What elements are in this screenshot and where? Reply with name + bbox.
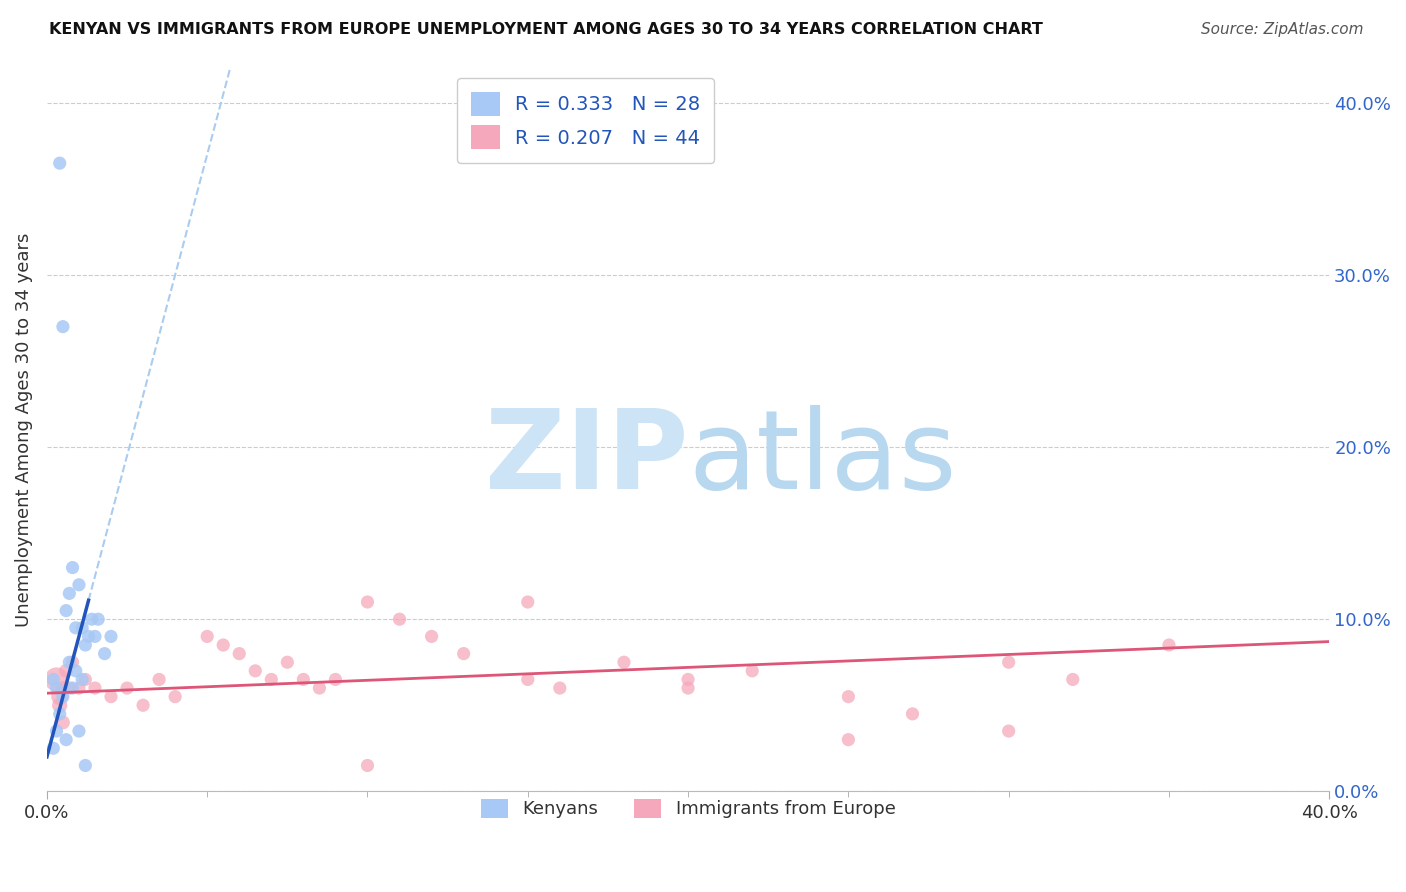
Point (62, 681, 84, 695)
Point (997, 655, 1019, 669)
Text: ZIP: ZIP (485, 405, 688, 512)
Point (901, 706, 924, 721)
Point (70, 621, 93, 635)
Text: Source: ZipAtlas.com: Source: ZipAtlas.com (1201, 22, 1364, 37)
Point (93, 647, 115, 661)
Point (58, 655, 80, 669)
Point (228, 647, 250, 661)
Point (65, 664, 87, 678)
Point (58, 586, 80, 600)
Point (75, 638, 97, 652)
Point (52, 690, 75, 704)
Point (45, 681, 67, 695)
Point (1157, 638, 1180, 652)
Point (58, 681, 80, 695)
Point (195, 629, 218, 643)
Point (67, 681, 90, 695)
Point (48, 690, 70, 704)
Point (212, 638, 235, 652)
Point (1062, 673, 1084, 687)
Point (77, 629, 100, 643)
Point (308, 681, 330, 695)
Point (45, 673, 67, 687)
Text: atlas: atlas (688, 405, 956, 512)
Point (548, 681, 571, 695)
Point (65, 621, 87, 635)
Point (67, 724, 90, 739)
Point (115, 681, 138, 695)
Point (132, 698, 155, 713)
Point (75, 758, 97, 772)
Point (84, 681, 107, 695)
Point (52, 715, 75, 730)
Point (356, 758, 378, 772)
Point (356, 595, 378, 609)
Point (516, 673, 538, 687)
Point (516, 595, 538, 609)
Point (48, 706, 70, 721)
Point (100, 629, 122, 643)
Point (45, 724, 67, 739)
Point (55, 604, 77, 618)
Point (55, 732, 77, 747)
Point (70, 673, 93, 687)
Point (292, 673, 315, 687)
Point (676, 681, 699, 695)
Point (80, 612, 103, 626)
Legend: Kenyans, Immigrants from Europe: Kenyans, Immigrants from Europe (474, 792, 903, 826)
Point (55, 664, 77, 678)
Point (42, 741, 65, 756)
Y-axis label: Unemployment Among Ages 30 to 34 years: Unemployment Among Ages 30 to 34 years (15, 233, 32, 627)
Point (276, 655, 298, 669)
Text: KENYAN VS IMMIGRANTS FROM EUROPE UNEMPLOYMENT AMONG AGES 30 TO 34 YEARS CORRELAT: KENYAN VS IMMIGRANTS FROM EUROPE UNEMPLO… (49, 22, 1043, 37)
Point (148, 673, 170, 687)
Point (52, 319, 75, 334)
Point (260, 673, 283, 687)
Point (48, 698, 70, 713)
Point (453, 647, 475, 661)
Point (837, 732, 859, 747)
Point (62, 560, 84, 574)
Point (84, 629, 107, 643)
Point (420, 629, 443, 643)
Point (676, 673, 699, 687)
Point (62, 655, 84, 669)
Point (42, 673, 65, 687)
Point (52, 681, 75, 695)
Point (837, 690, 859, 704)
Point (67, 578, 90, 592)
Point (75, 673, 97, 687)
Point (100, 690, 122, 704)
Point (325, 673, 347, 687)
Point (245, 664, 267, 678)
Point (87, 612, 110, 626)
Point (165, 690, 187, 704)
Point (741, 664, 763, 678)
Point (997, 724, 1019, 739)
Point (613, 655, 636, 669)
Point (48, 156, 70, 170)
Point (388, 612, 411, 626)
